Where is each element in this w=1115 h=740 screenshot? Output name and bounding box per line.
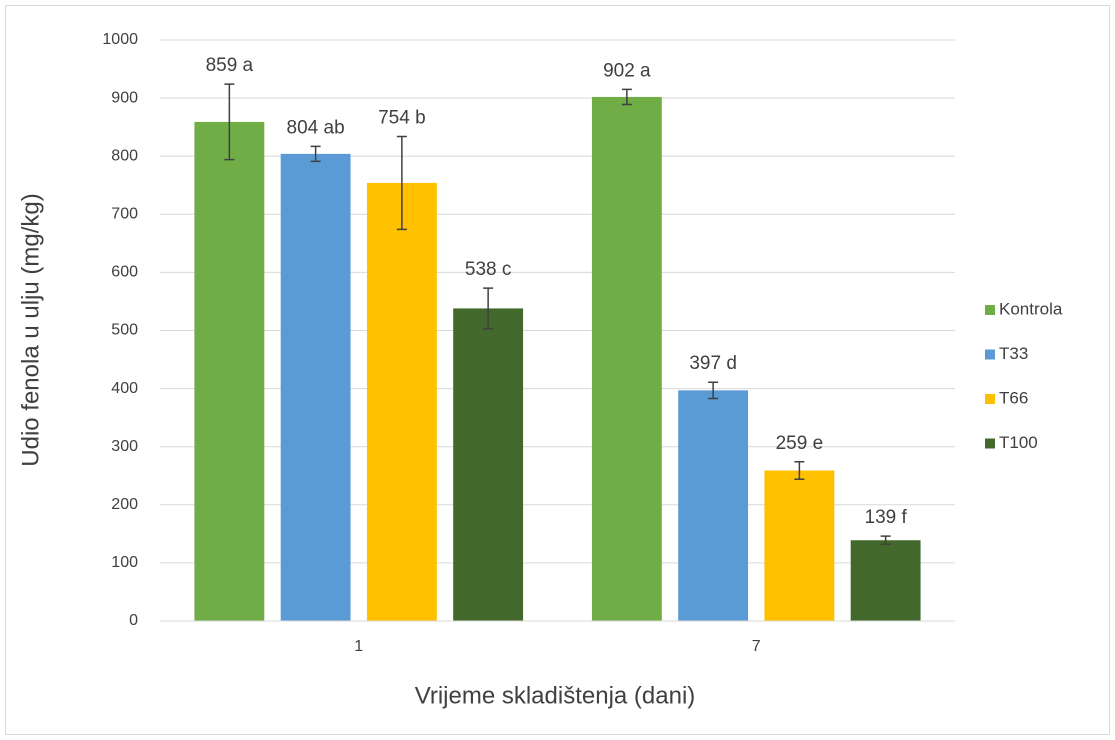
bar (280, 153, 351, 621)
value-label: 139 f (865, 507, 908, 528)
error-bar (621, 88, 632, 106)
y-tick-label: 600 (111, 264, 138, 281)
y-tick-label: 900 (111, 89, 138, 106)
legend-label: Kontrola (999, 299, 1063, 318)
chart-border (5, 5, 1110, 735)
bar (366, 182, 437, 621)
legend-label: T66 (999, 388, 1028, 407)
bar (591, 96, 662, 622)
error-bar (708, 381, 719, 400)
value-label: 804 ab (287, 117, 345, 138)
bar (194, 121, 265, 622)
y-axis-title: Udio fenola u ulju (mg/kg) (17, 193, 44, 466)
y-tick-label: 200 (111, 496, 138, 513)
x-tick-label: 7 (752, 638, 761, 655)
y-tick-label: 800 (111, 147, 138, 164)
legend-swatch (985, 349, 995, 360)
x-tick-label: 1 (354, 638, 363, 655)
legend-label: T33 (999, 344, 1028, 363)
legend-swatch (985, 394, 995, 404)
error-bar (310, 145, 321, 163)
error-bar (880, 535, 891, 546)
value-label: 397 d (689, 353, 737, 374)
error-bar (396, 135, 407, 231)
error-bar (483, 287, 494, 330)
y-tick-label: 300 (111, 438, 138, 455)
bar (678, 390, 749, 621)
value-label: 902 a (603, 60, 651, 81)
value-label: 754 b (378, 107, 426, 128)
y-tick-label: 1000 (102, 31, 138, 48)
bar (453, 308, 524, 621)
legend-label: T100 (999, 433, 1038, 452)
value-label: 259 e (776, 433, 824, 454)
legend-swatch (985, 305, 995, 315)
x-axis-title: Vrijeme skladištenja (dani) (415, 682, 696, 709)
y-tick-label: 700 (111, 206, 138, 223)
legend-swatch (985, 438, 995, 449)
value-label: 538 c (465, 259, 511, 280)
y-tick-label: 100 (111, 554, 138, 571)
y-tick-label: 0 (129, 612, 138, 629)
bar (764, 470, 835, 621)
y-tick-label: 400 (111, 380, 138, 397)
y-tick-label: 500 (111, 322, 138, 339)
error-bar (794, 461, 805, 480)
bar (850, 540, 921, 621)
error-bar (224, 83, 235, 161)
value-label: 859 a (206, 55, 254, 76)
